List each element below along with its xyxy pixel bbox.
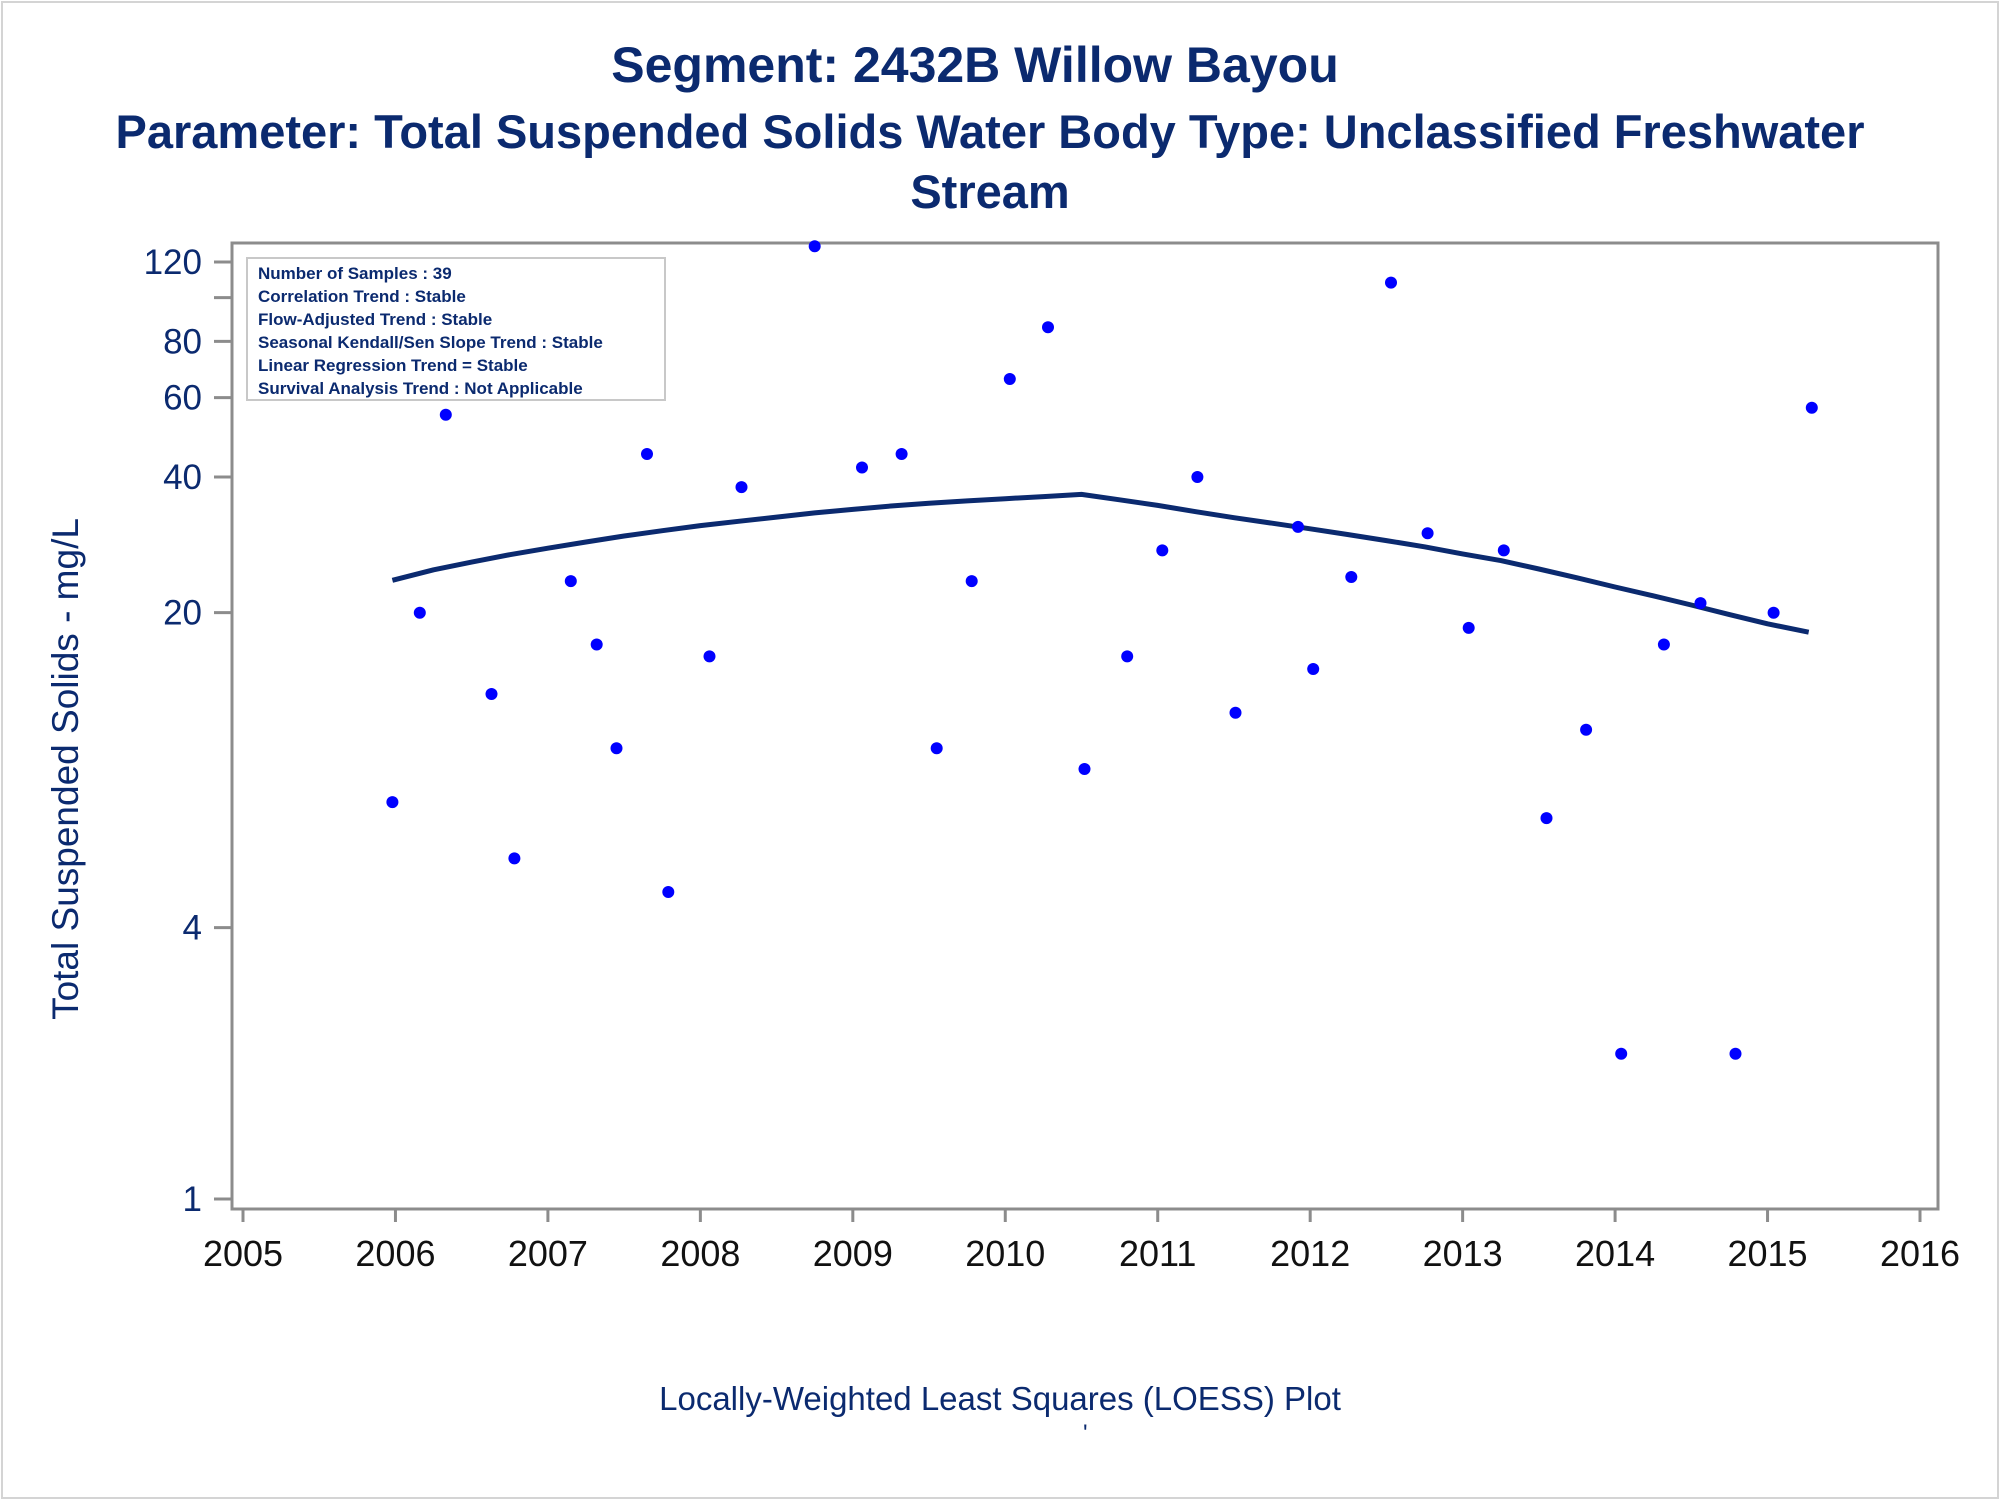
data-point bbox=[610, 742, 623, 755]
data-point bbox=[1540, 812, 1553, 825]
data-point bbox=[1657, 638, 1670, 651]
y-axis: 1 4 20 40 60 80 120 bbox=[144, 243, 232, 1219]
stats-line: Seasonal Kendall/Sen Slope Trend : Stabl… bbox=[258, 333, 603, 352]
y-tick-label: 80 bbox=[163, 322, 202, 361]
stats-line: Flow-Adjusted Trend : Stable bbox=[258, 310, 492, 329]
x-tick-label: 2015 bbox=[1727, 1233, 1807, 1274]
chart-subtitle: Parameter: Total Suspended Solids Water … bbox=[115, 105, 1865, 158]
plot-border bbox=[230, 241, 1940, 1211]
data-point bbox=[641, 448, 653, 460]
x-tick-label: 2007 bbox=[508, 1233, 588, 1274]
data-point bbox=[1694, 597, 1707, 610]
x-tick-label: 2005 bbox=[203, 1233, 283, 1274]
data-point bbox=[590, 638, 603, 651]
footnote: Locally-Weighted Least Squares (LOESS) P… bbox=[659, 1380, 1341, 1417]
data-point bbox=[1191, 471, 1204, 483]
data-point bbox=[564, 575, 577, 588]
stats-box-border bbox=[246, 257, 666, 401]
chart-subtitle-continued: Stream bbox=[910, 165, 1070, 218]
data-point bbox=[1307, 663, 1320, 675]
y-tick-label: 60 bbox=[163, 379, 202, 418]
stats-line: Linear Regression Trend = Stable bbox=[258, 356, 528, 375]
stats-line: Correlation Trend : Stable bbox=[258, 287, 466, 306]
data-point bbox=[1121, 650, 1134, 663]
chart-title: Segment: 2432B Willow Bayou bbox=[611, 37, 1339, 93]
y-tick-label: 120 bbox=[144, 243, 202, 282]
data-point bbox=[930, 742, 943, 755]
stats-box: Number of Samples : 39 Correlation Trend … bbox=[246, 257, 666, 401]
x-tick-label: 2014 bbox=[1575, 1233, 1655, 1274]
data-point bbox=[1078, 763, 1091, 775]
data-point bbox=[508, 852, 521, 865]
data-point bbox=[735, 481, 748, 494]
stats-line: Survival Analysis Trend : Not Applicable bbox=[258, 379, 583, 398]
x-tick-label: 2016 bbox=[1880, 1233, 1960, 1274]
data-point bbox=[1292, 520, 1304, 533]
data-point bbox=[965, 575, 978, 588]
data-point bbox=[1229, 706, 1242, 719]
y-tick-label: 40 bbox=[163, 458, 202, 497]
loess-line bbox=[391, 491, 1810, 635]
data-point bbox=[1580, 723, 1593, 736]
footnote-mark: ' bbox=[1083, 1420, 1088, 1447]
data-point bbox=[1003, 373, 1016, 385]
data-point bbox=[1421, 527, 1434, 540]
data-point bbox=[386, 796, 399, 809]
data-point bbox=[1462, 621, 1475, 634]
data-point bbox=[1345, 571, 1358, 583]
loess-layer bbox=[391, 491, 1810, 635]
data-point bbox=[1497, 544, 1510, 557]
data-point bbox=[662, 886, 675, 898]
x-tick-label: 2008 bbox=[660, 1233, 740, 1274]
x-tick-label: 2013 bbox=[1423, 1233, 1503, 1274]
stats-line: Number of Samples : 39 bbox=[258, 264, 452, 283]
x-tick-label: 2009 bbox=[813, 1233, 893, 1274]
data-point bbox=[703, 650, 716, 663]
x-tick-label: 2010 bbox=[965, 1233, 1045, 1274]
plot-area bbox=[230, 241, 1940, 1211]
data-point bbox=[895, 448, 908, 460]
data-point bbox=[1805, 401, 1818, 414]
data-point bbox=[439, 408, 452, 421]
y-axis-label: Total Suspended Solids - mg/L bbox=[45, 518, 86, 1020]
data-point bbox=[1729, 1047, 1742, 1060]
data-point bbox=[1042, 321, 1054, 334]
data-points bbox=[386, 240, 1818, 1060]
data-point bbox=[1385, 276, 1397, 289]
data-point bbox=[1156, 544, 1169, 557]
y-tick-label: 20 bbox=[163, 594, 202, 633]
data-point bbox=[856, 461, 868, 474]
y-tick-label: 1 bbox=[183, 1180, 202, 1219]
y-tick-label: 4 bbox=[183, 909, 202, 948]
x-tick-label: 2011 bbox=[1119, 1233, 1196, 1274]
data-point bbox=[1615, 1047, 1628, 1060]
data-point bbox=[485, 688, 498, 700]
x-tick-label: 2012 bbox=[1270, 1233, 1350, 1274]
data-point bbox=[1767, 606, 1780, 619]
x-tick-label: 2006 bbox=[355, 1233, 435, 1274]
data-point bbox=[808, 240, 821, 253]
x-axis: 2005 2006 2007 2008 2009 2010 2011 2012 2013 2014… bbox=[203, 1209, 1960, 1274]
data-point bbox=[413, 606, 426, 619]
